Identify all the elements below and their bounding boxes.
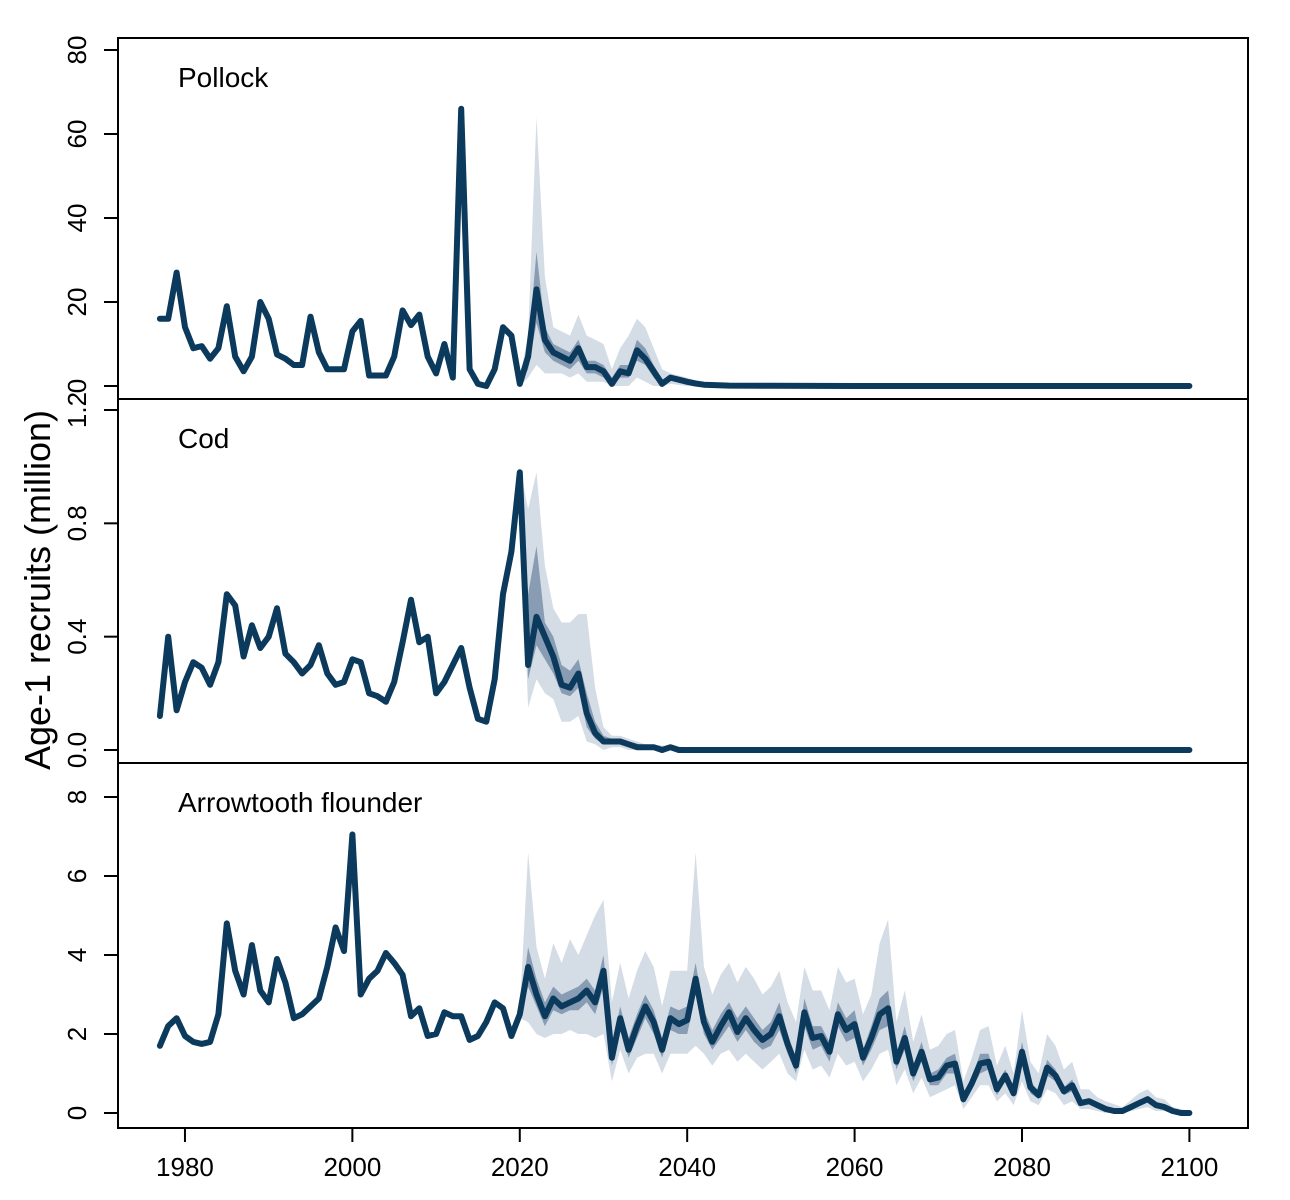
series-line — [156, 105, 1193, 389]
y-tick-label: 6 — [62, 869, 92, 883]
panel-title: Arrowtooth flounder — [178, 787, 422, 818]
panel-0: 0 20 40 60 80 Pollock — [62, 36, 1249, 400]
x-tick-label: 2020 — [491, 1152, 549, 1182]
x-tick-label: 2080 — [993, 1152, 1051, 1182]
x-tick-label: 1980 — [156, 1152, 214, 1182]
ci-outer-band — [519, 117, 704, 386]
series-line — [156, 831, 1193, 1116]
y-tick-label: 80 — [62, 36, 92, 65]
y-tick-label: 1.2 — [62, 392, 92, 428]
ci-outer-band — [519, 466, 688, 750]
y-tick-label: 0.4 — [62, 619, 92, 655]
panel-title: Pollock — [178, 62, 269, 93]
ci-outer-band — [519, 852, 1190, 1113]
x-tick-label: 2100 — [1160, 1152, 1218, 1182]
ci-inner-band — [519, 251, 704, 386]
y-tick-label: 60 — [62, 120, 92, 149]
x-tick-label: 2000 — [323, 1152, 381, 1182]
y-tick-label: 2 — [62, 1027, 92, 1041]
y-tick-label: 40 — [62, 204, 92, 233]
panel-frame — [117, 37, 1249, 400]
y-tick-label: 8 — [62, 790, 92, 804]
panel-frame — [117, 398, 1249, 764]
y-tick-label: 0 — [62, 379, 92, 393]
panel-frame — [117, 762, 1249, 1129]
panel-2: 0 2 4 6 8 Arrowtooth flounder — [62, 762, 1249, 1129]
y-axis-label: Age-1 recruits (million) — [17, 410, 58, 770]
x-tick-label: 2040 — [658, 1152, 716, 1182]
panel-1: 0.0 0.4 0.8 1.2 Cod — [62, 392, 1249, 768]
y-tick-label: 20 — [62, 288, 92, 317]
series-line — [156, 469, 1193, 753]
y-tick-label: 0.8 — [62, 505, 92, 541]
y-tick-label: 4 — [62, 948, 92, 962]
y-tick-label: 0 — [62, 1106, 92, 1120]
y-tick-label: 0.0 — [62, 732, 92, 768]
x-tick-label: 2060 — [826, 1152, 884, 1182]
panel-title: Cod — [178, 423, 229, 454]
